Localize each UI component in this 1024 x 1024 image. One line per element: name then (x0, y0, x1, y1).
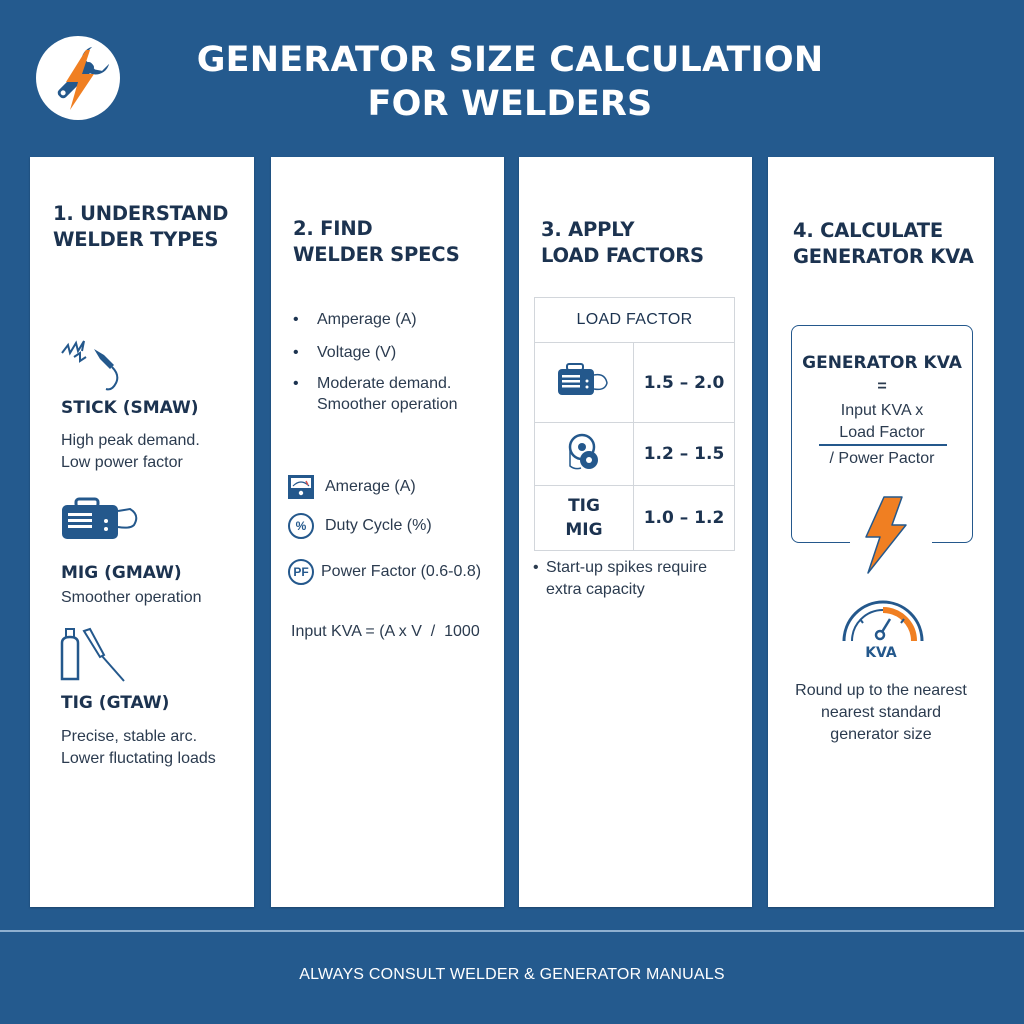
welder-type-desc: High peak demand. Low power factor (61, 430, 200, 474)
spec-bullet-list: Amperage (A) Voltage (V) Moderate demand… (291, 309, 458, 427)
heading-line-1: 3. APPLY (541, 218, 635, 241)
footer-divider (0, 930, 1024, 932)
stick-electrode-icon (61, 340, 119, 391)
bullet-dot: • (533, 559, 539, 576)
pf-circle-icon: PF (287, 558, 315, 586)
row-label-cell: TIG MIG (534, 485, 634, 551)
round-up-note: Round up to the nearest nearest standard… (768, 680, 994, 746)
load-factor-value: 1.5 – 2.0 (633, 342, 735, 423)
bullet-item: Amperage (A) (291, 309, 458, 330)
step-card-understand-welder-types: 1. UNDERSTAND WELDER TYPES STICK (SMAW) … (30, 157, 254, 907)
step-heading: 2. FIND WELDER SPECS (293, 216, 460, 268)
table-header: LOAD FACTOR (534, 297, 735, 343)
spec-row-power-factor: PF Power Factor (0.6-0.8) (287, 558, 481, 586)
row-label: TIG (568, 496, 600, 516)
bullet-text: Moderate demand. (317, 375, 452, 392)
formula-title: GENERATOR KVA (802, 353, 962, 373)
step-heading: 3. APPLY LOAD FACTORS (541, 217, 704, 269)
heading-line-2: LOAD FACTORS (541, 244, 704, 267)
heading-line-1: 2. FIND (293, 217, 373, 240)
bullet-text: Voltage (V) (317, 344, 397, 361)
mig-welder-machine-icon (62, 497, 138, 539)
percent-circle-icon: % (287, 512, 315, 540)
heading-line-2: WELDER TYPES (53, 228, 219, 251)
logo (36, 36, 120, 120)
note-line: nearest standard (820, 704, 942, 721)
table-row: 1.5 – 2.0 (534, 342, 735, 423)
desc-line: Low power factor (61, 454, 183, 471)
formula-equals: = (877, 378, 887, 395)
desc-line: Lower fluctating loads (61, 750, 216, 767)
startup-note: • Start-up spikes require extra capacity (533, 557, 707, 601)
welder-type-name: TIG (GTAW) (61, 693, 170, 713)
spec-row-amperage: Amerage (A) (287, 473, 416, 501)
row-icon-cell (534, 422, 634, 486)
bullet-item: Voltage (V) (291, 342, 458, 363)
title-line-1: GENERATOR SIZE CALCULATION (196, 40, 824, 80)
tig-torch-gas-bottle-icon (60, 627, 125, 682)
formula-line: Load Factor (839, 424, 925, 441)
spec-row-duty-cycle: % Duty Cycle (%) (287, 512, 432, 540)
footer-note: ALWAYS CONSULT WELDER & GENERATOR MANUAL… (299, 966, 725, 983)
mig-wire-spool-icon (568, 433, 598, 469)
heading-line-2: GENERATOR KVA (793, 245, 974, 268)
desc-line: High peak demand. (61, 432, 200, 449)
note-line: Start-up spikes require (546, 559, 707, 576)
note-line: generator size (830, 726, 932, 743)
desc-line: Precise, stable arc. (61, 728, 198, 745)
step-card-calculate-generator-kva: 4. CALCULATE GENERATOR KVA GENERATOR KVA… (768, 157, 994, 907)
bullet-text: Smoother operation (317, 396, 458, 413)
row-label: MIG (565, 520, 603, 540)
heading-line-1: 4. CALCULATE (793, 219, 943, 242)
wrench-lightning-icon (57, 46, 110, 110)
load-factor-value: 1.0 – 1.2 (633, 485, 735, 551)
fraction-bar (819, 444, 947, 446)
step-heading: 1. UNDERSTAND WELDER TYPES (53, 201, 228, 253)
input-kva-formula: Input KVA = (A x V / 1000 (291, 623, 480, 640)
row-icon-cell (534, 342, 634, 423)
heading-line-1: 1. UNDERSTAND (53, 202, 229, 225)
step-card-find-welder-specs: 2. FIND WELDER SPECS Amperage (A) Voltag… (271, 157, 504, 907)
percent-glyph: % (288, 513, 314, 539)
bullet-text: Amperage (A) (317, 311, 417, 328)
generator-kva-formula-box: GENERATOR KVA = Input KVA x Load Factor … (791, 325, 973, 545)
page-title: GENERATOR SIZE CALCULATION FOR WELDERS (150, 38, 870, 126)
gauge-icon (842, 600, 924, 642)
spec-label: Duty Cycle (%) (325, 517, 432, 534)
gauge-label: KVA (865, 645, 897, 661)
load-factor-table: LOAD FACTOR 1.5 – 2.0 (534, 297, 735, 551)
table-row: TIG MIG 1.0 – 1.2 (534, 485, 735, 551)
note-line: extra capacity (546, 581, 645, 598)
welder-type-name: MIG (GMAW) (61, 563, 182, 583)
formula-line: / Power Pactor (829, 450, 935, 467)
spec-label: Power Factor (0.6-0.8) (321, 563, 482, 580)
load-factor-value: 1.2 – 1.5 (633, 422, 735, 486)
ammeter-icon (287, 473, 315, 501)
step-card-apply-load-factors: 3. APPLY LOAD FACTORS LOAD FACTOR 1.5 – … (519, 157, 752, 907)
heading-line-2: WELDER SPECS (293, 243, 460, 266)
step-heading: 4. CALCULATE GENERATOR KVA (793, 218, 974, 270)
note-line: Round up to the nearest (795, 682, 967, 699)
table-row: 1.2 – 1.5 (534, 422, 735, 486)
pf-glyph: PF (288, 559, 314, 585)
welder-type-desc: Smoother operation (61, 589, 202, 606)
title-line-2: FOR WELDERS (367, 84, 653, 124)
welder-type-desc: Precise, stable arc. Lower fluctating lo… (61, 726, 216, 770)
spec-label: Amerage (A) (325, 478, 416, 495)
lightning-bolt-icon (865, 496, 907, 574)
stick-welder-machine-icon (558, 363, 608, 395)
formula-line: Input KVA x (840, 402, 924, 419)
welder-type-name: STICK (SMAW) (61, 398, 199, 418)
bullet-item: Moderate demand. Smoother operation (291, 373, 458, 415)
